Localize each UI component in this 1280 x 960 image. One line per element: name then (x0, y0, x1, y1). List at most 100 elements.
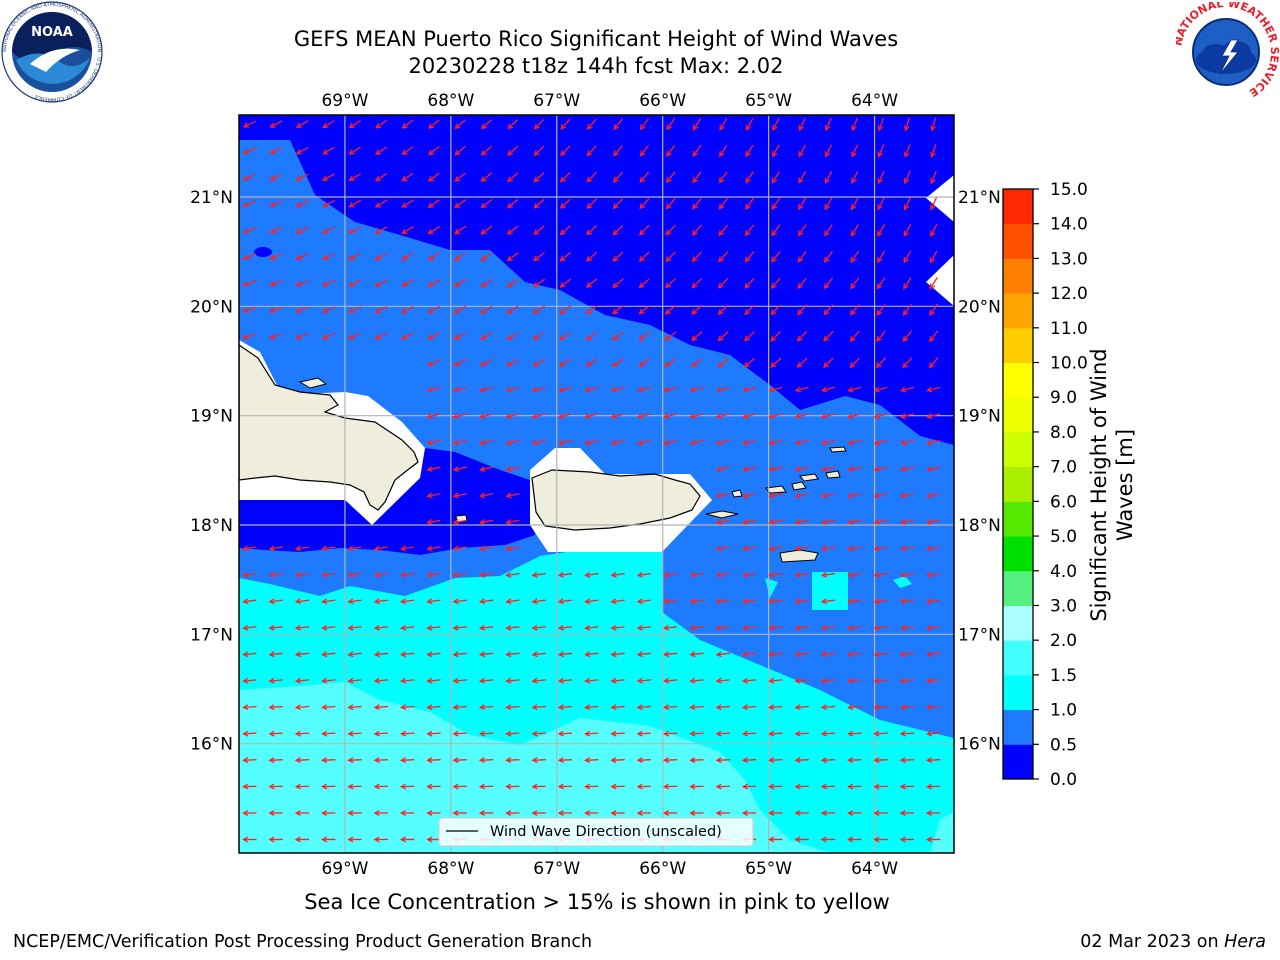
lat-tick-label: 20°N (190, 297, 233, 317)
wave-arrow (428, 146, 440, 155)
wave-arrow-head (242, 254, 249, 261)
colorbar-tick-label: 15.0 (1050, 180, 1088, 200)
wave-arrow-head (452, 677, 459, 684)
wave-arrow-head (613, 150, 619, 157)
wave-arrow-head (638, 361, 645, 368)
wave-arrow-head (478, 677, 486, 684)
colorbar-segment (1003, 674, 1033, 711)
wave-arrow-head (873, 624, 880, 631)
wave-arrow-head (478, 651, 486, 658)
wave-arrow (348, 652, 362, 656)
wave-arrow (848, 413, 862, 418)
wave-arrow-head (478, 757, 485, 764)
wave-arrow-head (768, 677, 775, 684)
wave-arrow-head (321, 836, 328, 843)
wave-arrow-head (925, 730, 933, 737)
colorbar-segment (1003, 744, 1033, 780)
wave-arrow (795, 439, 809, 445)
wave-arrow (296, 200, 309, 207)
wave-arrow-head (480, 229, 487, 235)
wave-arrow-head (557, 571, 565, 578)
wave-arrow-head (847, 624, 854, 631)
wave-arrow-head (926, 466, 933, 472)
wave-arrow (428, 332, 441, 340)
wave-arrow (533, 331, 546, 341)
wave-arrow-head (873, 677, 880, 684)
wave-arrow-head (268, 307, 276, 314)
wave-arrow (664, 413, 678, 418)
wave-arrow (506, 599, 520, 603)
wave-arrow-head (452, 598, 459, 605)
wave-arrow (611, 599, 625, 603)
wave-arrow-head (926, 492, 933, 499)
wave-arrow (690, 652, 704, 656)
wave-arrow (613, 145, 623, 156)
wave-arrow (798, 197, 807, 210)
wave-arrow (612, 251, 624, 262)
wave-arrow (453, 413, 467, 418)
wave-arrow (848, 626, 862, 629)
wave-arrow (453, 652, 467, 656)
wave-arrow-head (426, 810, 433, 817)
wave-arrow-head (399, 757, 407, 764)
wave-arrow (322, 173, 335, 181)
wave-arrow (533, 198, 545, 209)
direction-legend-box (438, 817, 754, 847)
wave-arrow-head (899, 545, 907, 552)
wave-arrow-head (585, 282, 592, 288)
wave-arrow-head (925, 757, 933, 764)
wave-arrow-head (741, 571, 749, 578)
wave-arrow (638, 439, 651, 445)
wave-arrow-head (873, 598, 880, 605)
wave-arrow-head (242, 122, 250, 128)
wave-arrow-head (770, 361, 777, 368)
wave-arrow-head (321, 677, 328, 684)
wave-arrow (902, 357, 913, 368)
wave-arrow (480, 466, 494, 471)
wave-arrow-head (268, 545, 275, 552)
wave-arrow-head (585, 334, 592, 341)
wave-arrow-head (873, 651, 880, 658)
wave-arrow-head (374, 334, 381, 340)
wave-height-1.0-1.5-patch-tiny (893, 576, 912, 588)
wave-arrow (718, 251, 729, 262)
wave-arrow (454, 332, 467, 340)
wave-arrow-head (374, 255, 381, 261)
wave-arrow (586, 305, 598, 314)
wave-arrow-head (348, 149, 355, 155)
wave-arrow (822, 732, 836, 735)
wave-arrow-head (505, 466, 512, 472)
wave-arrow-head (268, 730, 275, 737)
wave-arrow-head (771, 177, 778, 184)
wave-arrow (453, 732, 467, 735)
wave-arrow-head (873, 466, 880, 472)
wave-arrow-head (426, 571, 433, 578)
wave-arrow-head (768, 439, 775, 446)
wave-arrow-head (585, 255, 592, 262)
wave-arrow-head (295, 334, 302, 340)
wave-arrow (639, 304, 650, 315)
wave-arrow (848, 386, 862, 392)
wave-arrow-head (321, 598, 328, 605)
wave-arrow-head (507, 176, 514, 183)
wave-arrow (930, 170, 937, 184)
wave-arrow-head (820, 466, 828, 472)
wave-arrow-head (321, 254, 329, 261)
wave-arrow-head (347, 545, 354, 552)
wave-arrow-head (930, 151, 936, 158)
wave-arrow-head (427, 360, 434, 367)
wave-arrow (427, 679, 441, 682)
wave-arrow-head (930, 125, 936, 132)
wave-arrow (349, 173, 362, 181)
wave-arrow-head (506, 281, 513, 288)
wave-arrow (559, 732, 573, 735)
wave-arrow-head (664, 335, 671, 341)
wave-arrow (850, 224, 859, 236)
wave-arrow-head (847, 439, 854, 446)
wave-arrow-head (401, 175, 408, 182)
wave-arrow (532, 439, 546, 445)
wave-arrow-head (877, 177, 883, 185)
wave-arrow (480, 572, 494, 577)
wave-arrow (901, 413, 914, 418)
wave-arrow-head (794, 545, 801, 552)
